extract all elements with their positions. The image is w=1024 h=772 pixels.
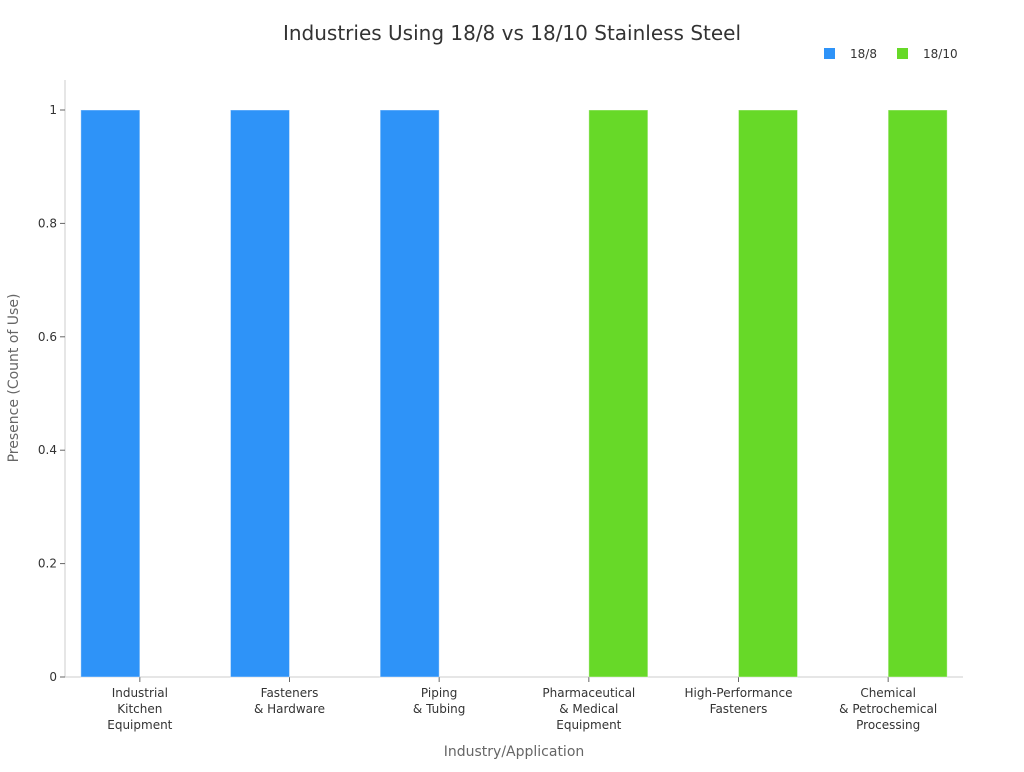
y-tick-label: 0.2 [38, 557, 57, 571]
bar-18-8-2 [379, 109, 440, 678]
bar-18-8-0 [80, 109, 141, 678]
y-tick-label: 0 [49, 670, 57, 684]
x-tick-label: & Petrochemical [839, 702, 937, 716]
x-tick-label: Fasteners [261, 686, 319, 700]
legend-swatch-18-10 [897, 48, 908, 59]
x-tick-label: Pharmaceutical [542, 686, 635, 700]
x-tick-label: Kitchen [117, 702, 162, 716]
x-tick-label: High-Performance [685, 686, 793, 700]
bar-18-10-3 [588, 109, 649, 678]
y-tick-label: 1 [49, 103, 57, 117]
y-tick-label: 0.8 [38, 216, 57, 230]
x-tick-label: Equipment [556, 718, 621, 732]
x-tick-label: Processing [856, 718, 920, 732]
x-tick-label: Industrial [112, 686, 168, 700]
bar-18-10-5 [887, 109, 948, 678]
x-axis-label: Industry/Application [444, 744, 585, 760]
bar-18-10-4 [738, 109, 798, 678]
y-tick-label: 0.4 [38, 443, 57, 457]
legend-label-18-10: 18/10 [923, 47, 958, 61]
x-tick-label: & Tubing [413, 702, 465, 716]
x-tick-label: & Hardware [254, 702, 325, 716]
legend-swatch-18-8 [824, 48, 835, 59]
y-tick-label: 0.6 [38, 330, 57, 344]
x-tick-label: Chemical [860, 686, 916, 700]
chart-title: Industries Using 18/8 vs 18/10 Stainless… [283, 21, 741, 45]
bar-18-8-1 [230, 109, 290, 678]
x-tick-label: & Medical [559, 702, 618, 716]
x-tick-label: Piping [421, 686, 457, 700]
y-axis-label: Presence (Count of Use) [6, 294, 22, 463]
x-tick-label: Equipment [107, 718, 172, 732]
legend-label-18-8: 18/8 [850, 47, 877, 61]
x-tick-label: Fasteners [710, 702, 768, 716]
